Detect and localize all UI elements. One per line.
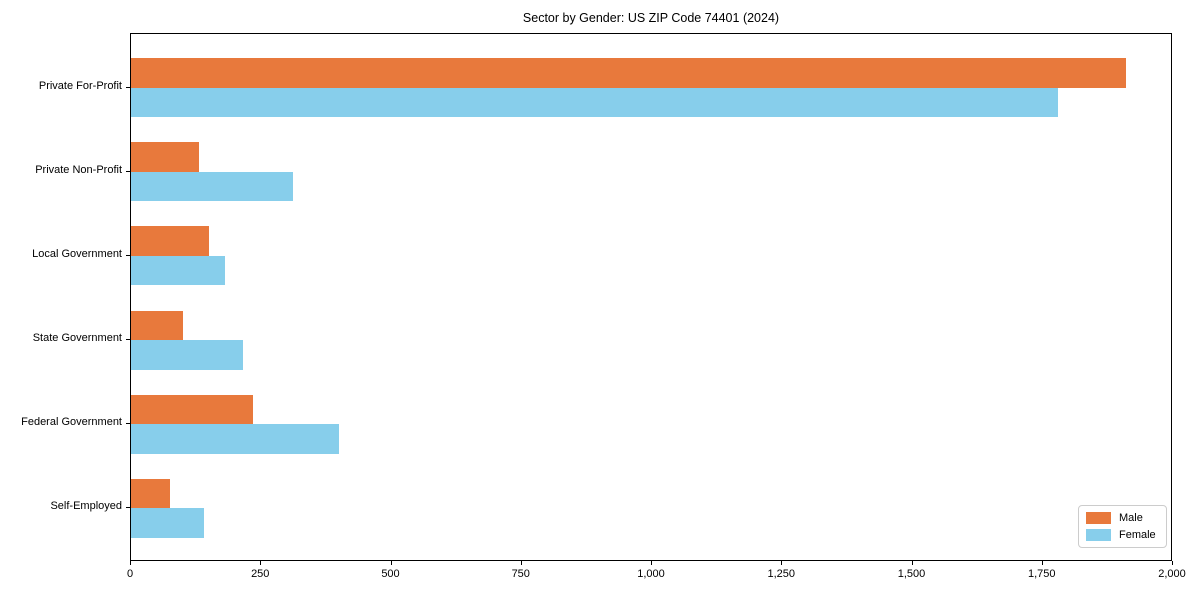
x-axis-tick-label: 750 bbox=[511, 568, 530, 580]
x-axis-tick-label: 2,000 bbox=[1158, 568, 1186, 580]
legend-swatch-icon bbox=[1086, 529, 1111, 541]
bar-female bbox=[131, 171, 293, 202]
x-axis-tick bbox=[1041, 561, 1043, 565]
y-axis-tick bbox=[126, 423, 130, 425]
y-axis-category-label: Private For-Profit bbox=[38, 79, 122, 92]
x-axis-tick bbox=[1172, 561, 1173, 565]
bar-female bbox=[131, 340, 243, 370]
x-axis-tick-label: 500 bbox=[381, 568, 400, 580]
legend-item-male: Male bbox=[1086, 512, 1158, 524]
y-axis-tick bbox=[126, 339, 130, 341]
bar-female bbox=[131, 87, 1059, 118]
bar-male bbox=[131, 394, 254, 425]
x-axis-tick bbox=[260, 561, 262, 565]
bar-male bbox=[131, 142, 199, 172]
y-axis-tick bbox=[126, 170, 130, 172]
y-axis-category-label: Self-Employed bbox=[50, 500, 122, 513]
legend-label: Male bbox=[1119, 512, 1143, 524]
bar-female bbox=[131, 255, 225, 286]
x-axis-tick bbox=[130, 561, 131, 565]
y-axis-category-label: Local Government bbox=[32, 247, 122, 260]
bar-female bbox=[131, 508, 204, 538]
bar-male bbox=[131, 310, 184, 341]
y-axis-category-label: State Government bbox=[32, 332, 122, 345]
plot-area bbox=[130, 33, 1172, 561]
y-axis-category-label: Private Non-Profit bbox=[35, 163, 122, 176]
legend-swatch-icon bbox=[1086, 512, 1111, 524]
legend-item-female: Female bbox=[1086, 529, 1158, 541]
x-axis-tick bbox=[390, 561, 392, 565]
x-axis-tick bbox=[651, 561, 652, 565]
bar-female bbox=[131, 424, 340, 454]
x-axis-tick bbox=[520, 561, 522, 565]
y-axis-tick bbox=[126, 254, 130, 256]
y-axis-tick bbox=[126, 507, 130, 509]
bar-male bbox=[131, 58, 1127, 88]
chart-title: Sector by Gender: US ZIP Code 74401 (202… bbox=[522, 11, 780, 25]
x-axis-tick-label: 0 bbox=[126, 568, 134, 580]
x-axis-tick-label: 250 bbox=[251, 568, 270, 580]
x-axis-tick-label: 1,250 bbox=[767, 568, 796, 580]
y-axis-category-label: Federal Government bbox=[21, 416, 122, 429]
x-axis-tick-label: 1,500 bbox=[897, 568, 926, 580]
legend: Male Female bbox=[1078, 505, 1167, 548]
x-axis-tick-label: 1,750 bbox=[1027, 568, 1056, 580]
legend-label: Female bbox=[1119, 529, 1156, 541]
bar-male bbox=[131, 226, 210, 256]
x-axis-tick bbox=[911, 561, 913, 565]
y-axis-tick bbox=[126, 86, 130, 88]
bar-male bbox=[131, 478, 171, 509]
x-axis-tick bbox=[781, 561, 783, 565]
x-axis-tick-label: 1,000 bbox=[637, 568, 665, 580]
